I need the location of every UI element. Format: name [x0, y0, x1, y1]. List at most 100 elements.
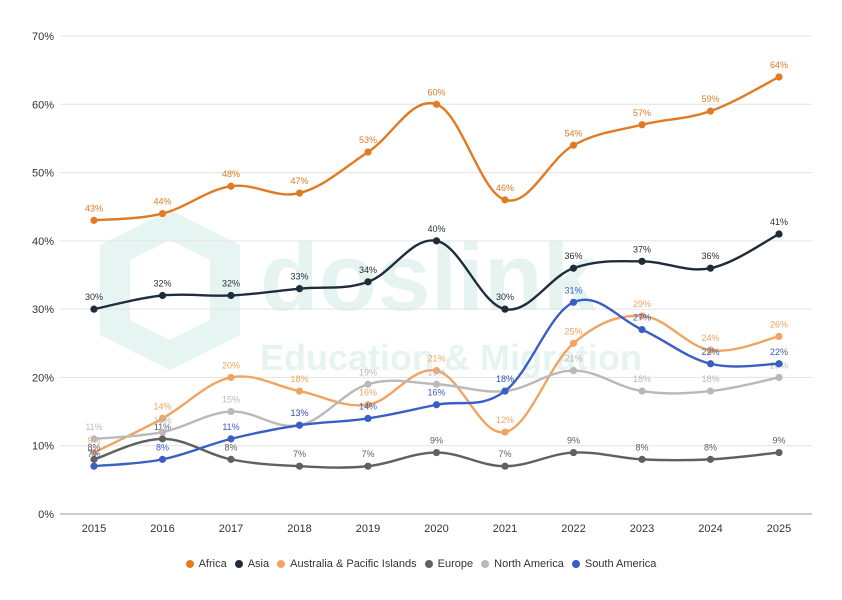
data-point	[569, 141, 578, 149]
data-label: 59%	[701, 94, 719, 104]
series-group: 43%44%48%47%53%60%46%54%57%59%64%30%32% 3…	[85, 60, 788, 470]
data-point	[638, 121, 646, 129]
data-point	[432, 237, 441, 245]
data-label: 12%	[496, 415, 514, 425]
data-point	[90, 455, 98, 463]
data-point	[227, 435, 235, 443]
data-label: 14%	[359, 401, 377, 411]
data-label: 8%	[224, 442, 237, 452]
y-tick-label: 40%	[32, 236, 54, 248]
data-point	[706, 360, 715, 368]
data-label: 18%	[633, 374, 651, 384]
data-label: 22%	[770, 347, 788, 357]
data-point	[638, 257, 646, 265]
data-point	[432, 380, 441, 388]
legend-label: North America	[494, 558, 564, 570]
legend-marker-icon	[185, 560, 194, 568]
data-label: 64%	[770, 60, 788, 70]
data-label: 31%	[564, 285, 582, 295]
data-point	[775, 73, 783, 81]
data-label: 8%	[87, 442, 100, 452]
data-point	[638, 387, 646, 395]
data-label: 25%	[564, 326, 582, 336]
x-tick-label: 2022	[561, 523, 585, 535]
data-label: 16%	[359, 388, 377, 398]
data-point	[432, 100, 441, 108]
data-label: 9%	[567, 436, 580, 446]
data-point	[364, 414, 372, 422]
x-tick-label: 2021	[493, 523, 517, 535]
legend-label: South America	[584, 558, 657, 570]
data-label: 19%	[359, 367, 377, 377]
legend-label: Europe	[437, 558, 474, 570]
data-point	[775, 373, 783, 382]
x-tick-label: 2018	[287, 523, 311, 535]
data-point	[295, 421, 304, 429]
x-tick-label: 2016	[150, 523, 174, 535]
series-line-asia	[93, 232, 780, 311]
legend-item-north-america: North America	[481, 558, 564, 570]
data-point	[158, 435, 167, 443]
data-point	[569, 339, 578, 347]
y-axis: 0% 10% 20% 30% 40% 50% 60% 70%	[32, 31, 54, 521]
data-point	[432, 448, 441, 457]
data-label: 9%	[772, 436, 785, 446]
x-tick-label: 2020	[424, 523, 448, 535]
data-label: 53%	[359, 135, 377, 145]
y-tick-label: 70%	[32, 31, 54, 43]
series-europe: 8%11%8%7% 7%9%7%9%8% 8%9%	[87, 422, 786, 470]
data-point	[364, 401, 372, 409]
data-label: 7%	[498, 449, 511, 459]
data-label: 7%	[87, 449, 100, 459]
data-point	[706, 107, 715, 115]
series-south-america: 7%8%11%13%14%16%18%31%27%22% 22%	[87, 285, 788, 470]
data-label: 57%	[633, 108, 651, 118]
data-point	[569, 264, 578, 272]
data-label: 24%	[701, 333, 719, 343]
legend: Africa Asia Australia & Pacific Islands Eur…	[0, 558, 842, 570]
legend-item-south-america: South America	[571, 558, 657, 570]
data-point	[638, 312, 646, 320]
data-label: 36%	[701, 251, 719, 261]
data-label: 13%	[290, 408, 308, 418]
data-point	[158, 209, 167, 218]
data-label: 26%	[770, 319, 788, 329]
data-label: 18%	[290, 374, 308, 384]
data-point	[638, 455, 646, 463]
series-line-australia-pacific-islands	[93, 314, 780, 454]
data-point	[501, 428, 509, 436]
data-point	[158, 455, 167, 463]
data-label: 48%	[222, 169, 240, 179]
data-point	[569, 448, 578, 457]
data-point	[364, 278, 372, 286]
legend-marker-icon	[277, 560, 286, 568]
data-point	[90, 216, 98, 224]
y-tick-label: 60%	[32, 99, 54, 111]
data-label: 36%	[564, 251, 582, 261]
data-label: 7%	[361, 449, 374, 459]
x-tick-label: 2023	[630, 523, 654, 535]
data-point	[706, 264, 715, 272]
y-tick-label: 20%	[32, 372, 54, 384]
data-label: 30%	[496, 292, 514, 302]
data-point	[227, 407, 235, 416]
data-label: 29%	[633, 299, 651, 309]
data-point	[569, 367, 578, 375]
legend-label: Asia	[247, 558, 270, 570]
x-axis: 2015 2016 2017 2018 2019 2020 2021 2022 2023 2024…	[82, 523, 791, 535]
data-point	[227, 182, 235, 190]
data-label: 15%	[222, 395, 240, 405]
data-point	[90, 448, 98, 457]
data-point	[227, 455, 235, 463]
data-point	[295, 285, 304, 293]
legend-label: Australia & Pacific Islands	[290, 558, 417, 570]
data-point	[706, 455, 715, 463]
data-label: 8%	[156, 442, 169, 452]
data-label: 44%	[153, 197, 171, 207]
legend-marker-icon	[571, 560, 580, 568]
legend-marker-icon	[234, 560, 243, 568]
x-tick-label: 2017	[219, 523, 243, 535]
data-point	[90, 462, 98, 470]
data-label: 8%	[704, 442, 717, 452]
data-point	[227, 373, 235, 382]
